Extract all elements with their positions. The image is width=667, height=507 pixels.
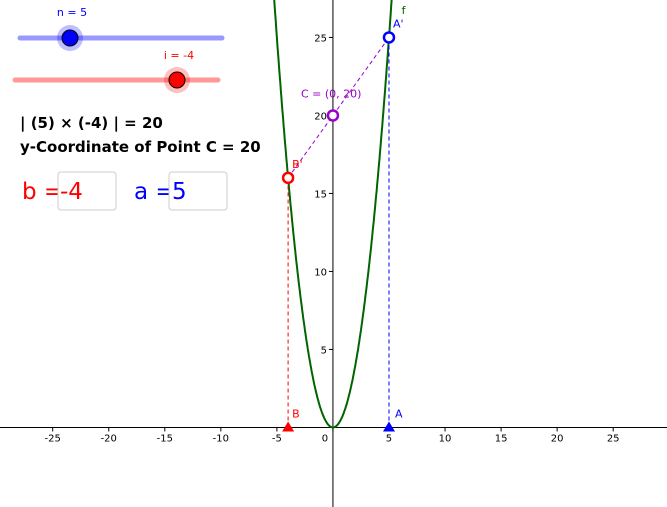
x-tick-label: 20 <box>551 433 564 444</box>
input-box[interactable] <box>168 171 228 211</box>
y-tick-label: 15 <box>314 189 327 200</box>
x-tick-label: 0 <box>322 433 328 444</box>
input-box[interactable] <box>57 171 117 211</box>
x-tick-label: 25 <box>607 433 620 444</box>
y-tick-label: 5 <box>321 345 327 356</box>
point <box>326 109 340 122</box>
x-tick-label: -15 <box>157 433 173 444</box>
slider-label: i = -4 <box>164 49 194 62</box>
point-label: B <box>292 407 300 420</box>
point <box>382 421 395 432</box>
dashed-segment <box>287 37 390 179</box>
slider-label: n = 5 <box>57 6 87 19</box>
input-value[interactable]: -4 <box>60 179 83 205</box>
point-label: A <box>395 407 403 420</box>
x-tick-label: -20 <box>101 433 117 444</box>
point <box>282 421 295 432</box>
input-value[interactable]: 5 <box>172 179 187 205</box>
input-label: b = <box>22 179 63 205</box>
x-tick-label: 15 <box>495 433 508 444</box>
x-tick-label: -5 <box>272 433 282 444</box>
point-label: B' <box>292 158 303 171</box>
x-tick-label: 10 <box>439 433 452 444</box>
point <box>281 171 295 185</box>
slider-knob[interactable] <box>168 71 186 89</box>
x-tick-label: 5 <box>386 433 392 444</box>
point-label: C = (0, 20) <box>301 87 361 100</box>
slider-knob[interactable] <box>61 29 79 47</box>
y-tick-label: 20 <box>314 111 327 122</box>
point-label: A' <box>393 17 404 30</box>
function-label: f <box>402 4 407 17</box>
info-text: y-Coordinate of Point C = 20 <box>20 138 261 156</box>
point <box>382 31 396 44</box>
info-text: | (5) × (-4) | = 20 <box>20 114 163 133</box>
x-tick-label: -10 <box>213 433 229 444</box>
y-tick-label: 10 <box>314 267 327 278</box>
y-tick-label: 25 <box>314 33 327 44</box>
input-label: a = <box>134 179 175 205</box>
x-tick-label: -25 <box>45 433 61 444</box>
